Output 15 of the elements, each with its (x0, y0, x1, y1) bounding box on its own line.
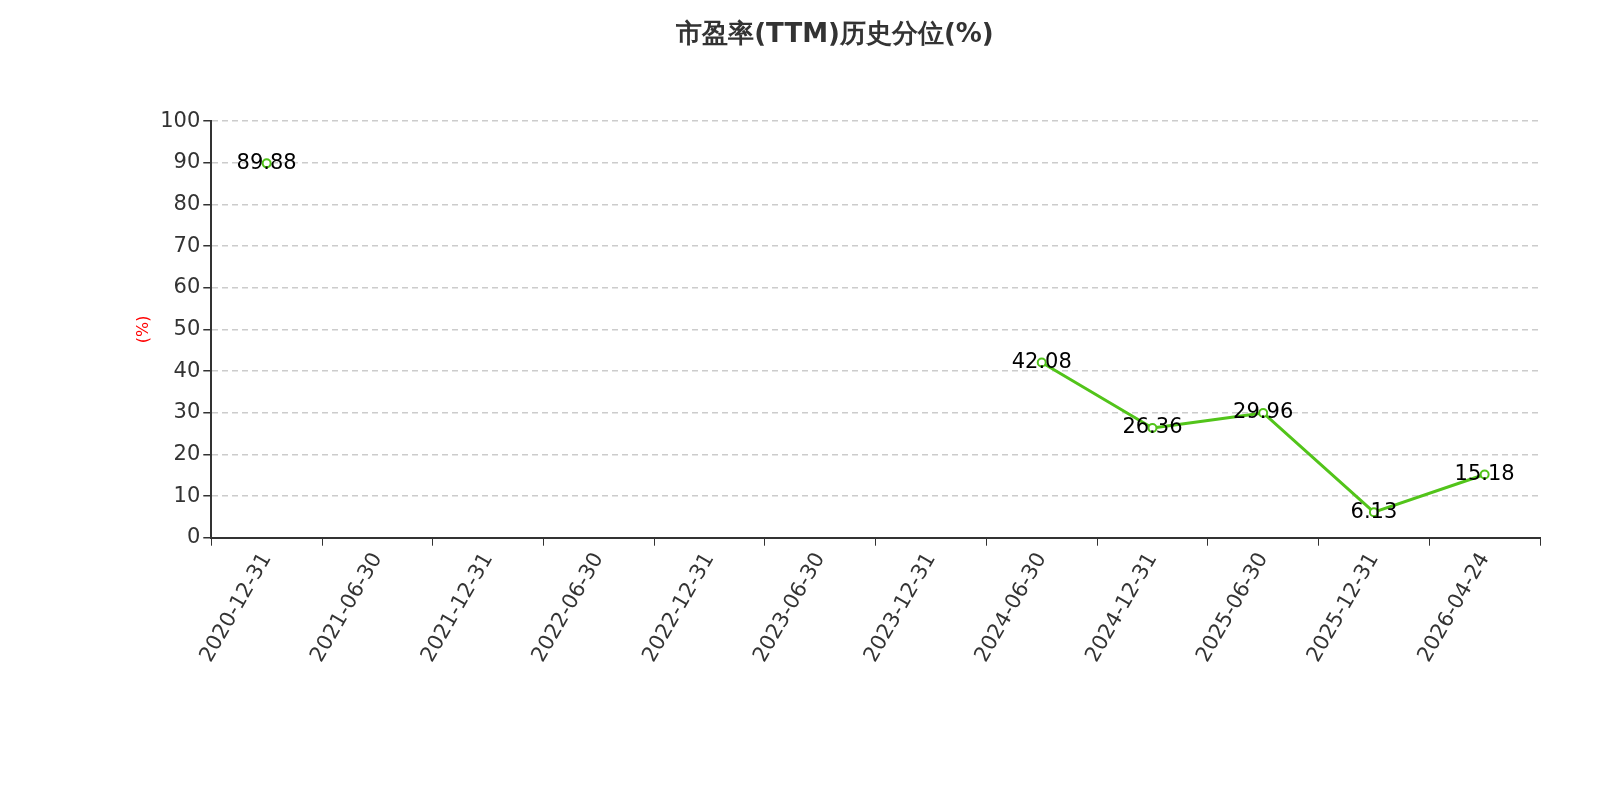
y-tick-label: 90 (173, 149, 201, 174)
y-axis-title: (%) (132, 315, 152, 344)
y-tick-label: 80 (173, 190, 201, 215)
y-tick-label: 100 (160, 107, 201, 132)
data-label: 15.18 (1454, 460, 1515, 485)
y-tick-label: 30 (173, 399, 201, 424)
y-tick-label: 20 (173, 440, 201, 465)
y-tick-label: 70 (173, 232, 201, 257)
y-tick-label: 50 (173, 315, 201, 340)
data-label: 42.08 (1011, 348, 1072, 373)
y-tick-label: 0 (186, 524, 201, 549)
y-tick-label: 10 (173, 482, 201, 507)
y-tick-label: 60 (173, 274, 201, 299)
y-tick-label: 40 (173, 357, 201, 382)
chart-title: 市盈率(TTM)历史分位(%) (675, 18, 994, 49)
